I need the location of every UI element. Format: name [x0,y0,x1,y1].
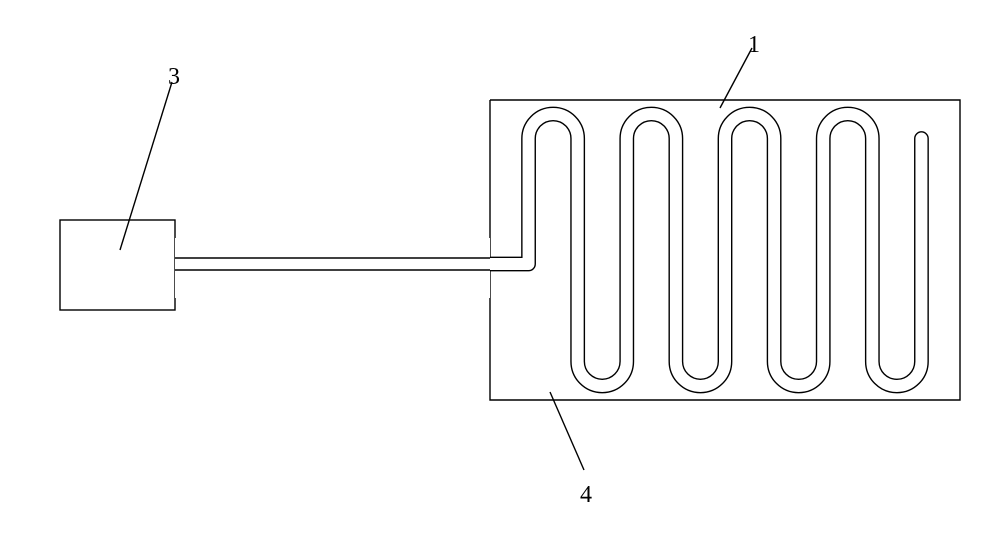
callout-line-4 [550,392,584,470]
diagram-canvas: 1 3 4 [0,0,1000,542]
left-box [60,220,175,310]
callout-label-4: 4 [580,482,592,508]
connector-mask [175,238,490,298]
serpentine-outer [490,114,921,386]
callout-line-3 [120,82,172,250]
callout-label-3: 3 [168,64,180,90]
serpentine-inner [490,114,921,386]
callout-label-1: 1 [748,32,760,58]
